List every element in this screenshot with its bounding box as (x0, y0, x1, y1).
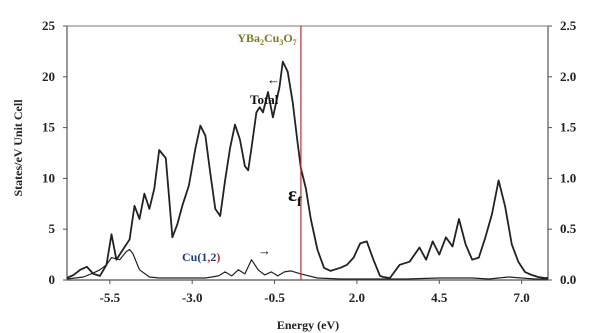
chart-title: YBa2Cu3O7 (237, 31, 296, 47)
total-dos-line (66, 60, 548, 279)
fermi-subscript: f (297, 195, 302, 210)
cu-dos-line (66, 248, 548, 280)
fermi-symbol: ε (288, 182, 297, 206)
y2-tick-label: 2.5 (560, 18, 577, 33)
y2-tick-label: 0.5 (560, 221, 577, 236)
y-tick-label: 5 (49, 221, 56, 236)
cu-label: Cu(1,2) (182, 250, 220, 264)
x-tick-label: -3.0 (182, 290, 203, 305)
y-tick-label: 20 (42, 69, 55, 84)
y2-tick-label: 2.0 (560, 69, 576, 84)
total-label: Total (250, 92, 279, 107)
tick-layer: 0 5 10 15 20 25 0.0 0.5 1.0 1.5 2.0 2.5 -5.5 -3.0 -0.5… (42, 18, 577, 305)
plot-area (66, 25, 549, 281)
cu-arrow: → (258, 243, 271, 258)
x-tick-label: -5.5 (100, 290, 121, 305)
x-tick-label: 2.0 (349, 290, 365, 305)
total-arrow: ← (267, 72, 280, 87)
series-layer (66, 60, 548, 280)
fermi-level-label: εf (288, 182, 302, 210)
x-axis-title: Energy (eV) (277, 318, 339, 332)
y2-tick-label: 0.0 (560, 272, 576, 287)
x-tick-label: -0.5 (264, 290, 285, 305)
y-tick-label: 0 (49, 272, 56, 287)
y-tick-label: 10 (42, 170, 55, 185)
x-tick-label: 7.0 (514, 290, 530, 305)
y2-tick-label: 1.0 (560, 170, 576, 185)
y-tick-label: 15 (42, 120, 56, 135)
x-tick-label: 4.5 (431, 290, 448, 305)
y-tick-label: 25 (42, 18, 56, 33)
y-axis-title: States/eV Unit Cell (11, 99, 25, 197)
y2-tick-label: 1.5 (560, 120, 577, 135)
